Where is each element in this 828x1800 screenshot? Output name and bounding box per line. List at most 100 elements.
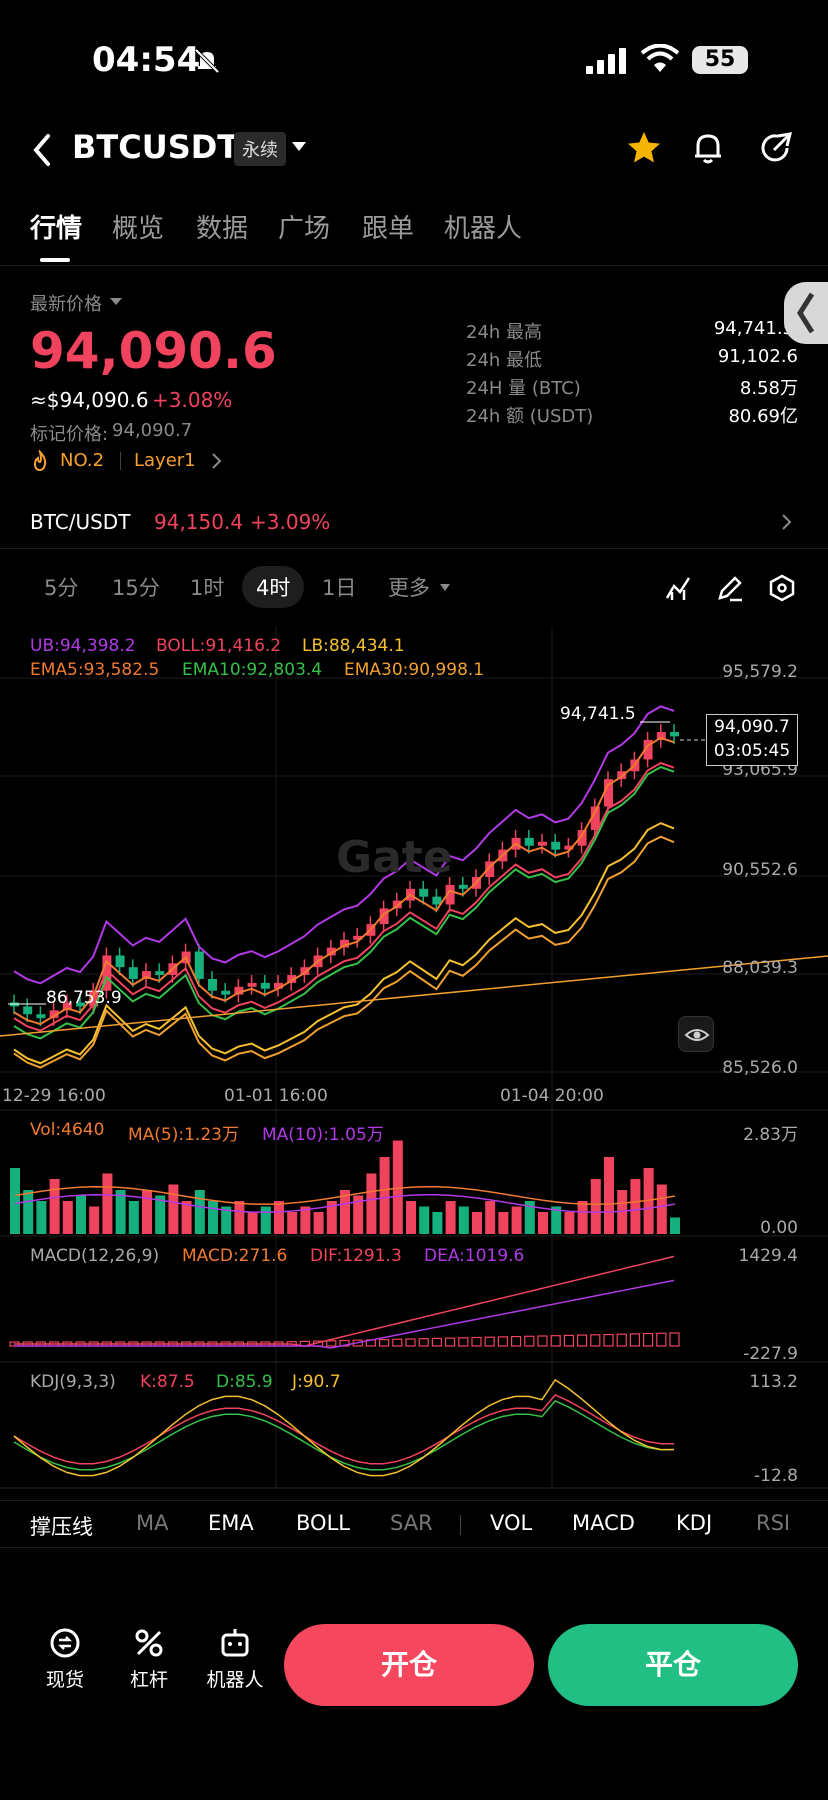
indicator-kdj[interactable]: KDJ: [676, 1511, 713, 1535]
volume-bar: [155, 1195, 166, 1234]
ema10-line: [13, 765, 675, 1040]
kdj-y-bottom: -12.8: [754, 1466, 798, 1486]
volume-bar: [406, 1201, 416, 1234]
bottom-action-bar: 现货 杠杆 机器人 开仓 平仓: [0, 1596, 828, 1800]
indicator-macd[interactable]: MACD: [572, 1511, 635, 1535]
tab-bot[interactable]: 机器人: [444, 214, 523, 244]
indicator-ema[interactable]: EMA: [208, 1511, 254, 1535]
divider: [0, 548, 828, 549]
indicator-ma[interactable]: MA: [136, 1511, 169, 1535]
timeframe-more[interactable]: 更多: [388, 576, 430, 600]
pencil-icon[interactable]: [716, 574, 744, 602]
volume-bar: [221, 1206, 232, 1234]
indicator-vol[interactable]: VOL: [490, 1511, 533, 1535]
candle-body: [36, 1014, 46, 1019]
chevron-right-icon: [782, 514, 792, 530]
kline-chart[interactable]: [0, 626, 828, 1494]
volume-bar: [419, 1206, 430, 1234]
boll-lower-line: [13, 822, 675, 1065]
candle-body: [617, 771, 627, 780]
latest-price-dropdown-icon[interactable]: [110, 298, 122, 305]
star-icon[interactable]: [624, 128, 664, 168]
indicator-icon[interactable]: [664, 574, 692, 602]
eye-icon[interactable]: [679, 1017, 715, 1053]
y-axis-tick: 85,526.0: [722, 1058, 798, 1078]
chevron-down-icon[interactable]: [292, 142, 306, 151]
indicator-sar[interactable]: SAR: [390, 1511, 433, 1535]
macd-histogram-bar: [563, 1334, 575, 1347]
side-drawer-handle[interactable]: [784, 282, 828, 344]
pair-title[interactable]: BTCUSDT: [72, 128, 240, 166]
kdj-y-top: 113.2: [749, 1372, 798, 1392]
leverage-button[interactable]: 杠杆: [114, 1626, 184, 1692]
spot-price-row[interactable]: BTC/USDT 94,150.4 +3.09%: [0, 500, 828, 544]
timeframe-4h[interactable]: 4时: [242, 566, 305, 608]
tab-active-indicator: [40, 258, 70, 262]
indicator-boll[interactable]: BOLL: [296, 1511, 350, 1535]
kdj-d-line: [13, 1400, 675, 1471]
macd-dif: DIF:1291.3: [310, 1246, 402, 1266]
spot-change: +3.09%: [250, 510, 331, 534]
chevron-right-icon[interactable]: [210, 452, 222, 470]
vol-ma5-label: MA(5):1.23万: [128, 1125, 239, 1145]
visibility-toggle[interactable]: [678, 1016, 714, 1052]
tab-overview[interactable]: 概览: [112, 214, 165, 244]
tab-market[interactable]: 行情: [30, 214, 83, 244]
close-position-button[interactable]: 平仓: [548, 1624, 798, 1706]
tab-data[interactable]: 数据: [196, 214, 249, 244]
volume-bar: [366, 1173, 377, 1234]
kdj-d: D:85.9: [216, 1372, 273, 1392]
macd-histogram-bar: [590, 1334, 601, 1347]
bell-icon[interactable]: [688, 128, 728, 168]
swap-circle-icon: [50, 1628, 80, 1658]
volume-bar: [287, 1212, 298, 1234]
ema10-label: EMA10:92,803.4: [182, 660, 323, 680]
tab-copy-trade[interactable]: 跟单: [362, 214, 415, 244]
bot-button[interactable]: 机器人: [200, 1626, 270, 1692]
open-position-button[interactable]: 开仓: [284, 1624, 534, 1706]
timeframe-15m[interactable]: 15分: [112, 576, 160, 600]
macd-histogram-bar: [656, 1332, 667, 1347]
volume-bar: [102, 1173, 113, 1234]
volume-bar: [630, 1179, 641, 1234]
candle-body: [538, 841, 547, 846]
back-arrow-icon[interactable]: [26, 130, 62, 170]
last-price: 94,090.6: [30, 322, 277, 380]
ema5-line: [13, 736, 675, 1026]
tab-square[interactable]: 广场: [278, 214, 331, 244]
fire-icon: [33, 450, 47, 472]
candle-body: [340, 939, 349, 948]
volume-bar: [604, 1157, 614, 1234]
latest-price-label[interactable]: 最新价格: [30, 294, 102, 315]
chart-area[interactable]: UB:94,398.2 BOLL:91,416.2 LB:88,434.1 EM…: [0, 626, 828, 1494]
divider: [460, 1515, 461, 1535]
cellular-signal-icon: [586, 48, 626, 74]
ema30-label: EMA30:90,998.1: [344, 660, 485, 680]
volume-bar: [485, 1201, 496, 1234]
macd-value: MACD:271.6: [182, 1246, 288, 1266]
timeframe-1h[interactable]: 1时: [190, 576, 225, 600]
settings-hexagon-icon[interactable]: [768, 574, 796, 602]
macd-y-bottom: -227.9: [743, 1344, 798, 1364]
candle-body: [432, 896, 442, 905]
volume-bar: [23, 1190, 34, 1234]
timeframe-1d[interactable]: 1日: [322, 576, 357, 600]
volume-bar: [234, 1201, 245, 1234]
chevron-down-icon[interactable]: [440, 584, 450, 591]
chevron-left-icon[interactable]: [784, 282, 828, 344]
contract-type-badge[interactable]: 永续: [234, 132, 286, 166]
indicator-support-resistance[interactable]: 撑压线: [30, 1515, 93, 1539]
ema30-line: [13, 835, 675, 1069]
candle-body: [458, 884, 468, 889]
spot-price: 94,150.4: [154, 510, 244, 534]
timeframe-5m[interactable]: 5分: [44, 576, 79, 600]
candle-body: [89, 990, 99, 1007]
indicator-rsi[interactable]: RSI: [756, 1511, 791, 1535]
sector-tag[interactable]: Layer1: [134, 450, 196, 471]
share-icon[interactable]: [756, 128, 796, 168]
candle-body: [208, 978, 217, 991]
spot-pair: BTC/USDT: [30, 510, 131, 534]
macd-histogram-bar: [511, 1335, 522, 1347]
spot-button[interactable]: 现货: [30, 1626, 100, 1692]
volume-bar: [590, 1179, 601, 1234]
